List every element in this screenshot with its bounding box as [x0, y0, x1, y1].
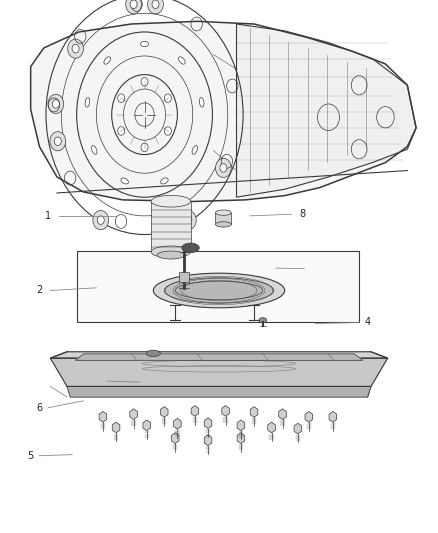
Circle shape: [72, 44, 79, 53]
Circle shape: [215, 158, 231, 177]
Text: 1: 1: [45, 211, 51, 221]
Circle shape: [130, 0, 137, 9]
Circle shape: [180, 211, 196, 230]
Ellipse shape: [157, 251, 184, 259]
Ellipse shape: [104, 57, 110, 64]
Circle shape: [48, 94, 64, 114]
Bar: [215, 213, 231, 224]
Circle shape: [53, 100, 59, 108]
Polygon shape: [143, 420, 151, 431]
Polygon shape: [191, 406, 199, 416]
Circle shape: [152, 0, 159, 9]
Text: 7: 7: [93, 376, 99, 386]
Polygon shape: [171, 433, 179, 443]
Circle shape: [67, 39, 83, 58]
Ellipse shape: [215, 210, 231, 215]
Ellipse shape: [151, 196, 191, 207]
Circle shape: [97, 216, 104, 224]
Polygon shape: [268, 422, 276, 433]
Ellipse shape: [146, 350, 160, 357]
Text: 4: 4: [365, 318, 371, 327]
Polygon shape: [279, 409, 286, 419]
Circle shape: [54, 137, 61, 146]
Polygon shape: [294, 423, 302, 434]
Polygon shape: [222, 406, 230, 416]
Polygon shape: [250, 407, 258, 417]
Polygon shape: [99, 411, 107, 422]
Circle shape: [141, 143, 148, 152]
Ellipse shape: [161, 178, 168, 184]
Ellipse shape: [259, 318, 267, 323]
Ellipse shape: [164, 278, 274, 303]
Ellipse shape: [151, 246, 191, 258]
Polygon shape: [237, 433, 245, 443]
Polygon shape: [305, 411, 313, 422]
Ellipse shape: [175, 281, 263, 300]
Circle shape: [50, 132, 66, 151]
Circle shape: [185, 216, 192, 224]
Circle shape: [126, 0, 141, 14]
Circle shape: [141, 77, 148, 86]
Ellipse shape: [192, 146, 198, 154]
Polygon shape: [204, 435, 212, 446]
Circle shape: [148, 0, 163, 14]
Text: 2: 2: [36, 286, 42, 295]
Ellipse shape: [182, 243, 199, 253]
Ellipse shape: [153, 273, 285, 308]
Polygon shape: [50, 352, 388, 358]
Polygon shape: [329, 411, 337, 422]
Text: 6: 6: [36, 403, 42, 413]
Text: 3: 3: [312, 264, 318, 273]
Polygon shape: [237, 420, 245, 431]
Polygon shape: [237, 24, 416, 197]
Polygon shape: [50, 358, 388, 386]
Ellipse shape: [179, 57, 185, 64]
Circle shape: [118, 127, 125, 135]
Ellipse shape: [199, 98, 204, 107]
Circle shape: [118, 94, 125, 102]
Ellipse shape: [215, 222, 231, 227]
Polygon shape: [31, 21, 416, 201]
Ellipse shape: [85, 98, 90, 107]
Bar: [151, 201, 191, 252]
Bar: [179, 272, 189, 282]
Text: 5: 5: [28, 451, 34, 461]
Text: 8: 8: [299, 209, 305, 219]
Circle shape: [93, 211, 109, 230]
Circle shape: [220, 164, 227, 172]
Polygon shape: [204, 418, 212, 429]
Polygon shape: [67, 386, 371, 397]
Polygon shape: [130, 409, 138, 419]
Ellipse shape: [92, 146, 97, 154]
Circle shape: [164, 127, 171, 135]
Ellipse shape: [141, 42, 148, 47]
Polygon shape: [75, 354, 363, 360]
Bar: [77, 251, 359, 322]
Circle shape: [164, 94, 171, 102]
Ellipse shape: [121, 178, 128, 184]
Polygon shape: [173, 418, 181, 429]
Polygon shape: [160, 407, 168, 417]
Polygon shape: [112, 422, 120, 433]
